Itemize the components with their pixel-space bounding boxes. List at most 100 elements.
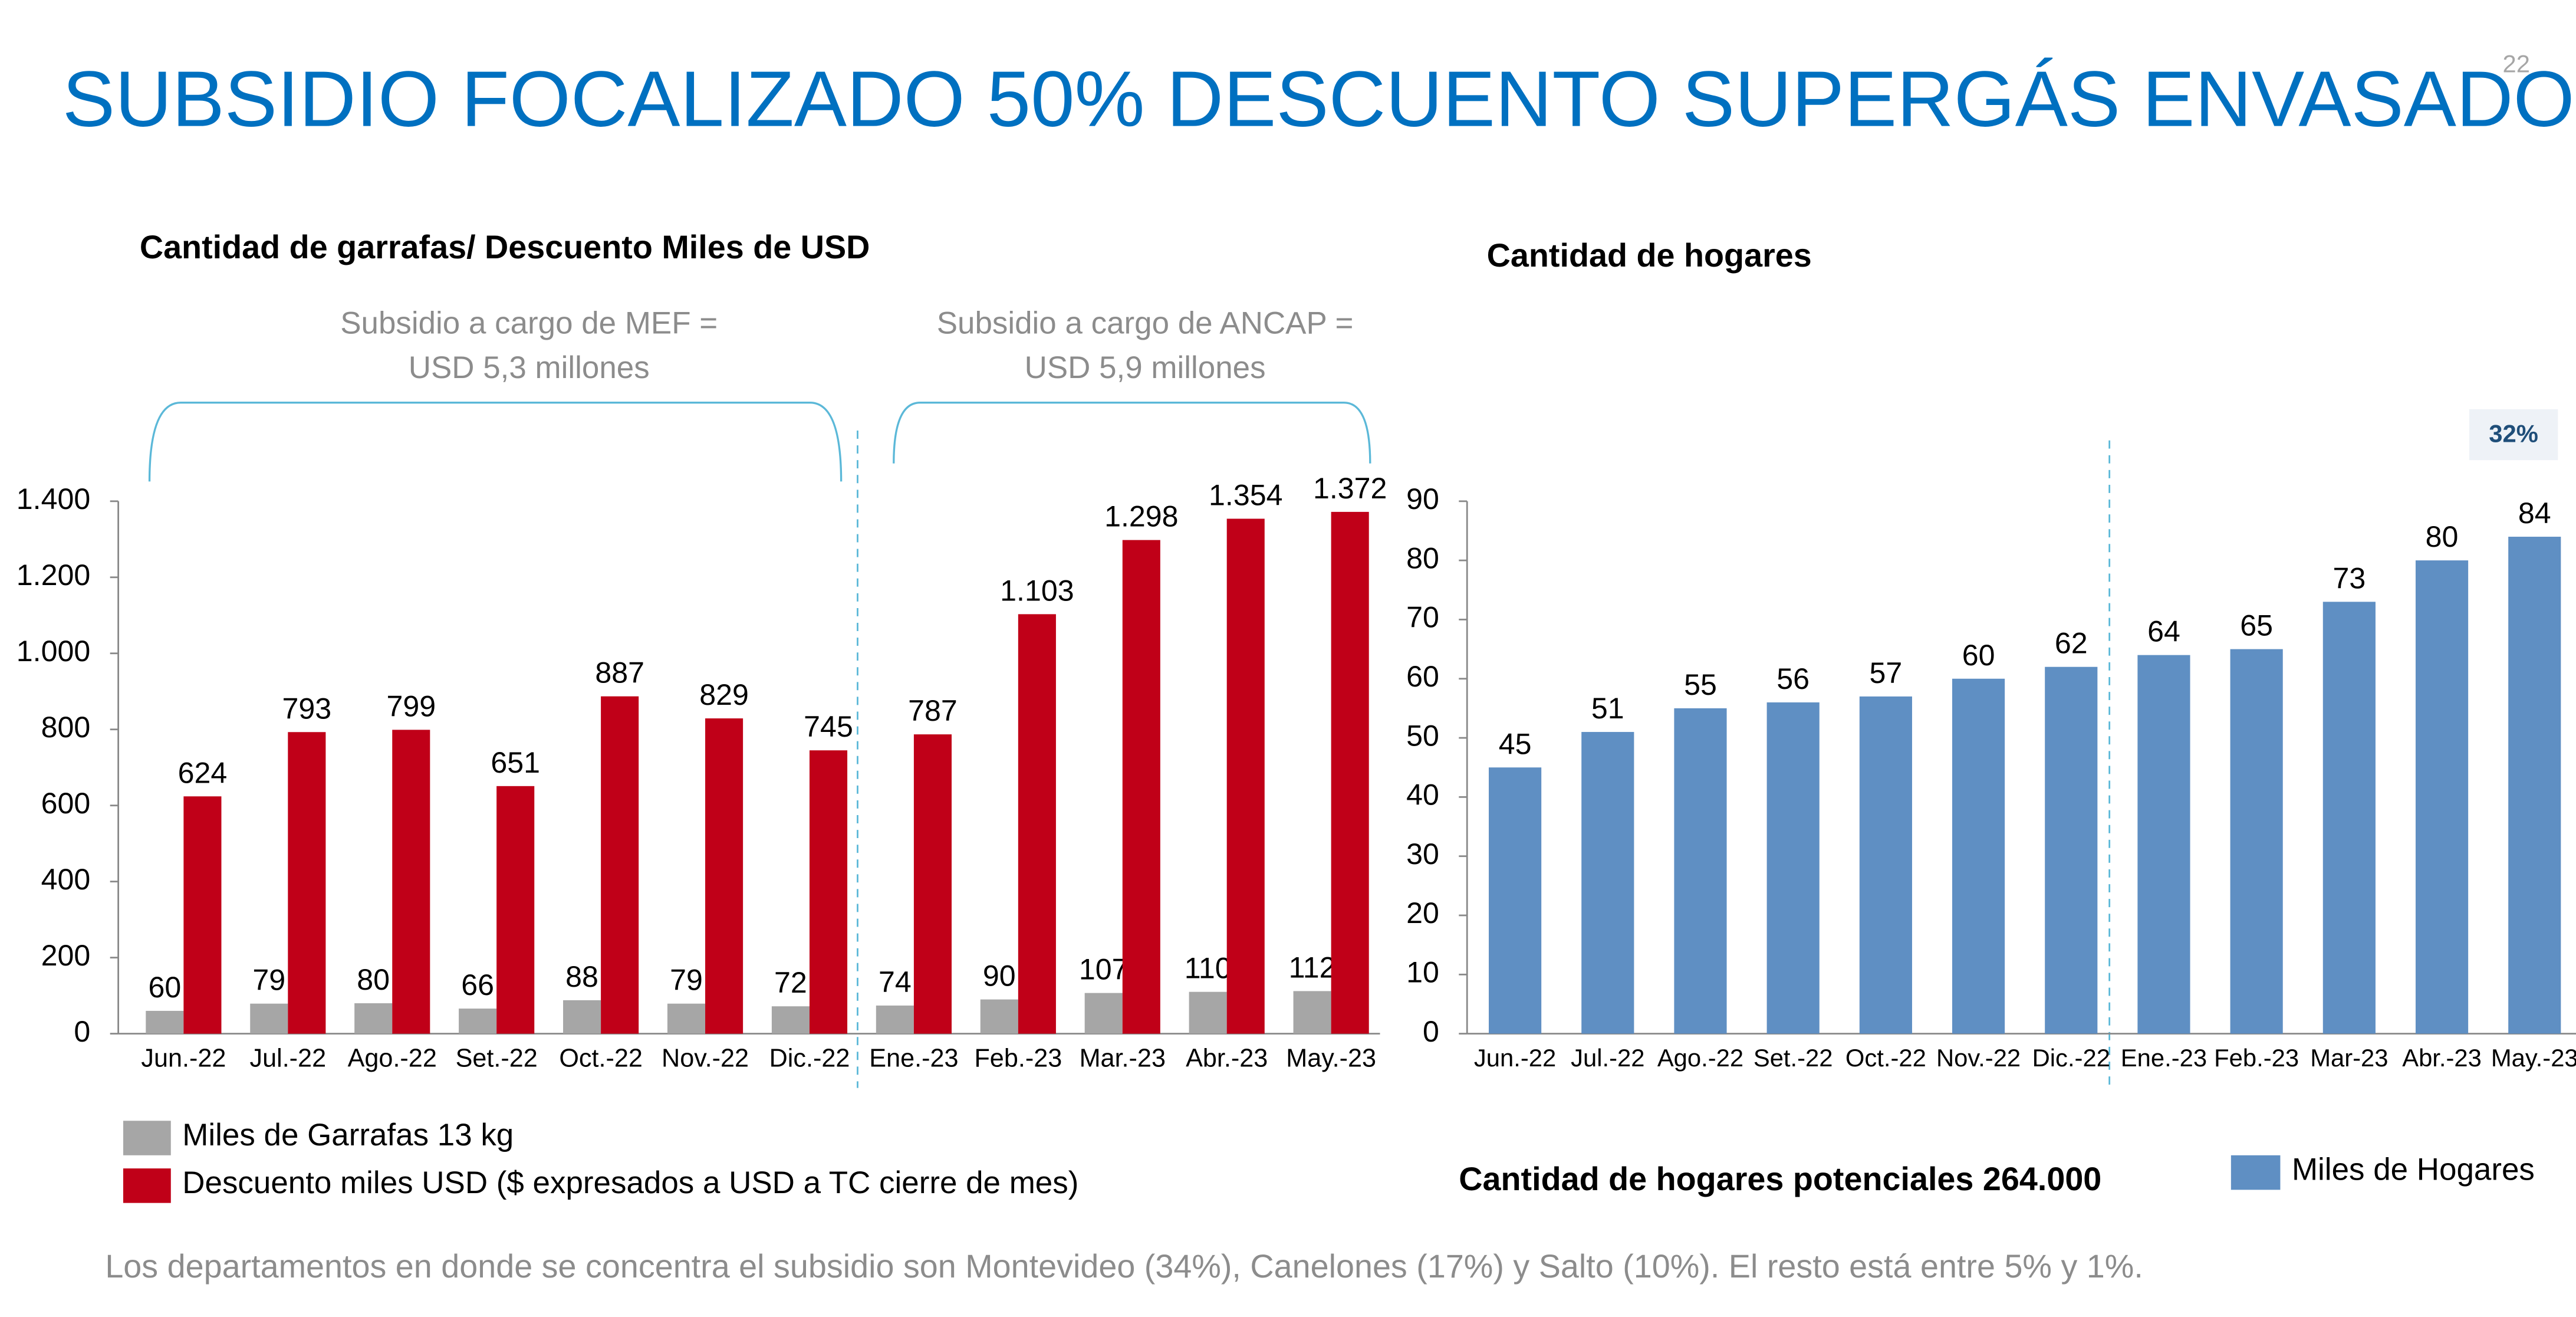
- y-tick-label: 80: [1406, 541, 1439, 574]
- x-tick-label: Oct.-22: [1845, 1044, 1926, 1072]
- x-tick-label: Jun.-22: [1474, 1044, 1556, 1072]
- data-label: 56: [1776, 662, 1810, 695]
- bar: [2322, 602, 2376, 1034]
- page-number: 22: [2502, 50, 2529, 78]
- data-label: 624: [178, 756, 228, 789]
- data-label: 1.372: [1313, 472, 1387, 505]
- y-tick-label: 70: [1406, 601, 1439, 634]
- y-tick-label: 10: [1406, 956, 1439, 989]
- x-tick-label: Feb.-23: [2214, 1044, 2299, 1072]
- bar: [876, 1005, 914, 1034]
- data-label: 1.298: [1104, 500, 1178, 533]
- x-tick-label: Ene.-23: [2121, 1044, 2207, 1072]
- x-tick-label: Nov.-22: [662, 1045, 749, 1073]
- x-tick-label: Abr.-23: [1186, 1045, 1268, 1073]
- data-label: 57: [1869, 656, 1902, 689]
- bracket: [893, 401, 1371, 464]
- data-label: 64: [2147, 615, 2180, 648]
- annotation: USD 5,3 millones: [409, 350, 650, 385]
- y-tick-label: 200: [41, 939, 91, 972]
- data-label: 745: [804, 710, 853, 743]
- data-label: 112: [1289, 951, 1336, 984]
- legend-label: Miles de Hogares: [2292, 1152, 2535, 1187]
- bar: [913, 734, 952, 1034]
- y-tick-label: 1.400: [17, 482, 90, 515]
- bar: [980, 999, 1018, 1034]
- bar: [1674, 708, 1727, 1034]
- legend-swatch: [2230, 1155, 2281, 1190]
- data-label: 79: [252, 964, 285, 997]
- bar: [667, 1003, 706, 1034]
- y-tick-label: 60: [1406, 660, 1439, 693]
- y-tick-label: 400: [41, 863, 91, 896]
- y-tick-label: 1.000: [17, 635, 90, 668]
- data-label: 793: [282, 692, 332, 725]
- bar: [1952, 678, 2005, 1034]
- data-label: 799: [386, 689, 436, 722]
- data-label: 65: [2240, 609, 2273, 642]
- data-label: 79: [670, 964, 703, 997]
- x-tick-label: Abr.-23: [2402, 1044, 2482, 1072]
- badge: 32%: [2489, 419, 2538, 447]
- data-label: 90: [983, 960, 1016, 993]
- bar: [1226, 518, 1265, 1034]
- x-tick-label: Oct.-22: [559, 1045, 643, 1073]
- annotation: Subsidio a cargo de MEF =: [340, 306, 718, 341]
- legend-swatch: [123, 1168, 171, 1203]
- y-tick-label: 40: [1406, 779, 1439, 812]
- x-tick-label: Jul.-22: [1571, 1044, 1644, 1072]
- x-tick-label: Mar-23: [2310, 1044, 2388, 1072]
- bar: [601, 696, 639, 1034]
- data-label: 107: [1079, 953, 1129, 986]
- data-label: 1.103: [1000, 574, 1074, 607]
- bar: [2508, 537, 2561, 1034]
- y-tick-label: 0: [74, 1015, 90, 1048]
- data-label: 787: [908, 694, 958, 727]
- bar: [183, 796, 222, 1034]
- bar: [496, 786, 535, 1034]
- note: Cantidad de hogares potenciales 264.000: [1459, 1161, 2101, 1197]
- x-tick-label: Ago.-22: [1657, 1044, 1743, 1072]
- x-tick-label: Ago.-22: [348, 1045, 437, 1073]
- bar: [1766, 702, 1820, 1034]
- data-label: 73: [2332, 561, 2366, 595]
- bar: [1489, 767, 1542, 1034]
- y-tick-label: 0: [1423, 1015, 1439, 1048]
- chart-title: Cantidad de garrafas/ Descuento Miles de…: [140, 229, 870, 265]
- bar: [809, 750, 848, 1034]
- data-label: 110: [1185, 952, 1232, 985]
- bar: [2230, 649, 2283, 1034]
- data-label: 60: [1962, 639, 1995, 672]
- data-label: 60: [148, 971, 181, 1004]
- y-tick-label: 600: [41, 787, 91, 820]
- data-label: 66: [461, 968, 494, 1001]
- legend-label: Descuento miles USD ($ expresados a USD …: [182, 1165, 1078, 1200]
- data-label: 88: [565, 960, 598, 993]
- bar: [563, 1000, 601, 1034]
- data-label: 651: [491, 746, 540, 779]
- data-label: 45: [1499, 727, 1532, 760]
- x-tick-label: May.-23: [2491, 1044, 2576, 1072]
- bar: [705, 718, 743, 1034]
- y-tick-label: 90: [1406, 482, 1439, 515]
- bracket: [148, 401, 843, 482]
- legend-label: Miles de Garrafas 13 kg: [182, 1118, 514, 1152]
- legend-swatch: [123, 1121, 171, 1155]
- data-label: 887: [595, 656, 644, 689]
- bar: [1189, 991, 1227, 1034]
- bar: [771, 1006, 810, 1034]
- bar: [1293, 991, 1331, 1034]
- annotation: USD 5,9 millones: [1025, 350, 1266, 385]
- bar: [354, 1003, 393, 1034]
- bar: [288, 732, 326, 1034]
- x-tick-label: Set.-22: [1753, 1044, 1833, 1072]
- slide-title: SUBSIDIO FOCALIZADO 50% DESCUENTO SUPERG…: [62, 55, 2575, 143]
- x-tick-label: Jul.-22: [250, 1045, 327, 1073]
- data-label: 84: [2518, 497, 2551, 530]
- bar: [1859, 696, 1912, 1034]
- bar: [392, 730, 430, 1034]
- x-tick-label: Set.-22: [456, 1045, 538, 1073]
- data-label: 829: [699, 678, 749, 711]
- data-label: 51: [1591, 692, 1624, 725]
